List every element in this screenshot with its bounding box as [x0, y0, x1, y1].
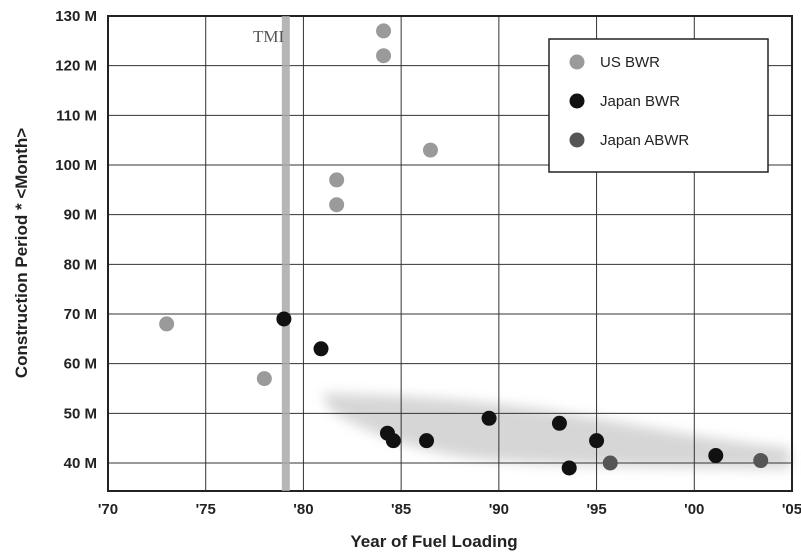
y-tick-label: 90 M [64, 207, 97, 224]
legend-label: Japan BWR [600, 93, 680, 110]
x-tick-label: '70 [98, 501, 118, 518]
point-japan-bwr [276, 311, 292, 327]
point-japan-bwr [313, 341, 329, 357]
y-tick-label: 100 M [55, 157, 97, 174]
x-tick-label: '90 [489, 501, 509, 518]
data-points [159, 23, 769, 476]
trend-band [322, 393, 790, 469]
y-tick-label: 70 M [64, 306, 97, 323]
tmi-label: TMI [253, 27, 285, 46]
point-us-bwr [159, 316, 175, 332]
point-japan-bwr [419, 433, 435, 449]
x-tick-label: '80 [293, 501, 313, 518]
y-tick-labels: 130 M 120 M 110 M 100 M 90 M 80 M 70 M 60 M 50 M… [55, 8, 97, 472]
tmi-marker: TMI [253, 16, 290, 491]
point-us-bwr [329, 197, 345, 213]
y-tick-label: 80 M [64, 256, 97, 273]
y-axis-title: Construction Period * <Month> [12, 128, 31, 378]
y-tick-label: 50 M [64, 405, 97, 422]
point-japan-bwr [589, 433, 605, 449]
point-japan-bwr [481, 410, 497, 426]
legend-label: Japan ABWR [600, 132, 689, 149]
plot-frame [107, 15, 793, 492]
tmi-band [281, 16, 290, 491]
legend-label: US BWR [600, 54, 660, 71]
legend: US BWR Japan BWR Japan ABWR [548, 38, 769, 173]
legend-marker [569, 54, 585, 70]
point-us-bwr [422, 142, 438, 158]
y-tick-label: 110 M [56, 107, 97, 124]
x-tick-labels: '70 '75 '80 '85 '90 '95 '00 '05 [98, 501, 801, 518]
point-japan-abwr [602, 455, 618, 471]
point-us-bwr [376, 48, 392, 64]
y-tick-label: 60 M [64, 356, 97, 373]
point-japan-abwr [753, 453, 769, 469]
point-japan-bwr [561, 460, 577, 476]
x-axis-title: Year of Fuel Loading [350, 532, 517, 551]
x-tick-label: '05 [782, 501, 801, 518]
point-japan-bwr [551, 415, 567, 431]
y-tick-label: 120 M [55, 58, 97, 75]
point-japan-bwr [708, 448, 724, 464]
x-tick-label: '95 [586, 501, 606, 518]
legend-box [548, 38, 769, 173]
x-tick-label: '85 [391, 501, 411, 518]
y-tick-label: 130 M [55, 8, 97, 25]
legend-marker [569, 132, 585, 148]
x-tick-label: '00 [684, 501, 704, 518]
y-tick-label: 40 M [64, 455, 97, 472]
point-us-bwr [256, 371, 272, 387]
point-us-bwr [376, 23, 392, 39]
legend-marker [569, 93, 585, 109]
point-us-bwr [329, 172, 345, 188]
trend-band-shape [322, 393, 790, 469]
point-japan-bwr [385, 433, 401, 449]
x-tick-label: '75 [196, 501, 216, 518]
